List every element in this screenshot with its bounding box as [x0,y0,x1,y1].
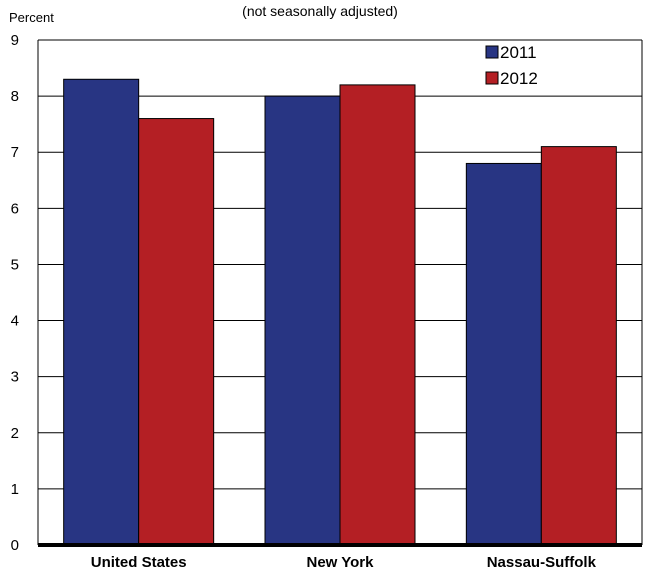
legend-label-2012: 2012 [500,69,538,88]
y-tick-label: 9 [11,32,19,49]
y-tick-label: 3 [11,369,19,386]
y-tick-label: 6 [11,200,19,217]
y-axis-unit-label: Percent [9,10,54,25]
y-tick-label: 8 [11,88,19,105]
y-axis-ticks: 0 1 2 3 4 5 6 7 8 9 [11,32,19,554]
bar-2011-united-states [63,78,140,546]
chart-subtitle: (not seasonally adjusted) [242,3,398,19]
bar-2011-nassau-suffolk [465,162,542,546]
legend: 2011 2012 [485,43,538,88]
y-tick-label: 4 [11,313,19,330]
y-tick-label: 5 [11,256,19,273]
y-tick-label: 2 [11,425,19,442]
bar-2012-nassau-suffolk [540,146,617,546]
legend-label-2011: 2011 [500,43,537,62]
plot-frame [37,39,643,547]
bar-2012-new-york [339,84,416,546]
legend-swatch-2012 [485,71,499,85]
bar-2011-new-york [264,95,341,546]
x-tick-label: Nassau-Suffolk [487,554,597,571]
y-tick-label: 7 [11,144,19,161]
bar-2012-united-states [138,118,215,546]
legend-swatch-2011 [485,45,499,59]
x-axis-labels: United States New York Nassau-Suffolk [91,554,597,571]
y-tick-label: 0 [11,537,19,554]
y-tick-label: 1 [11,481,19,498]
bars [63,78,617,546]
x-tick-label: New York [307,554,375,571]
x-tick-label: United States [91,554,187,571]
